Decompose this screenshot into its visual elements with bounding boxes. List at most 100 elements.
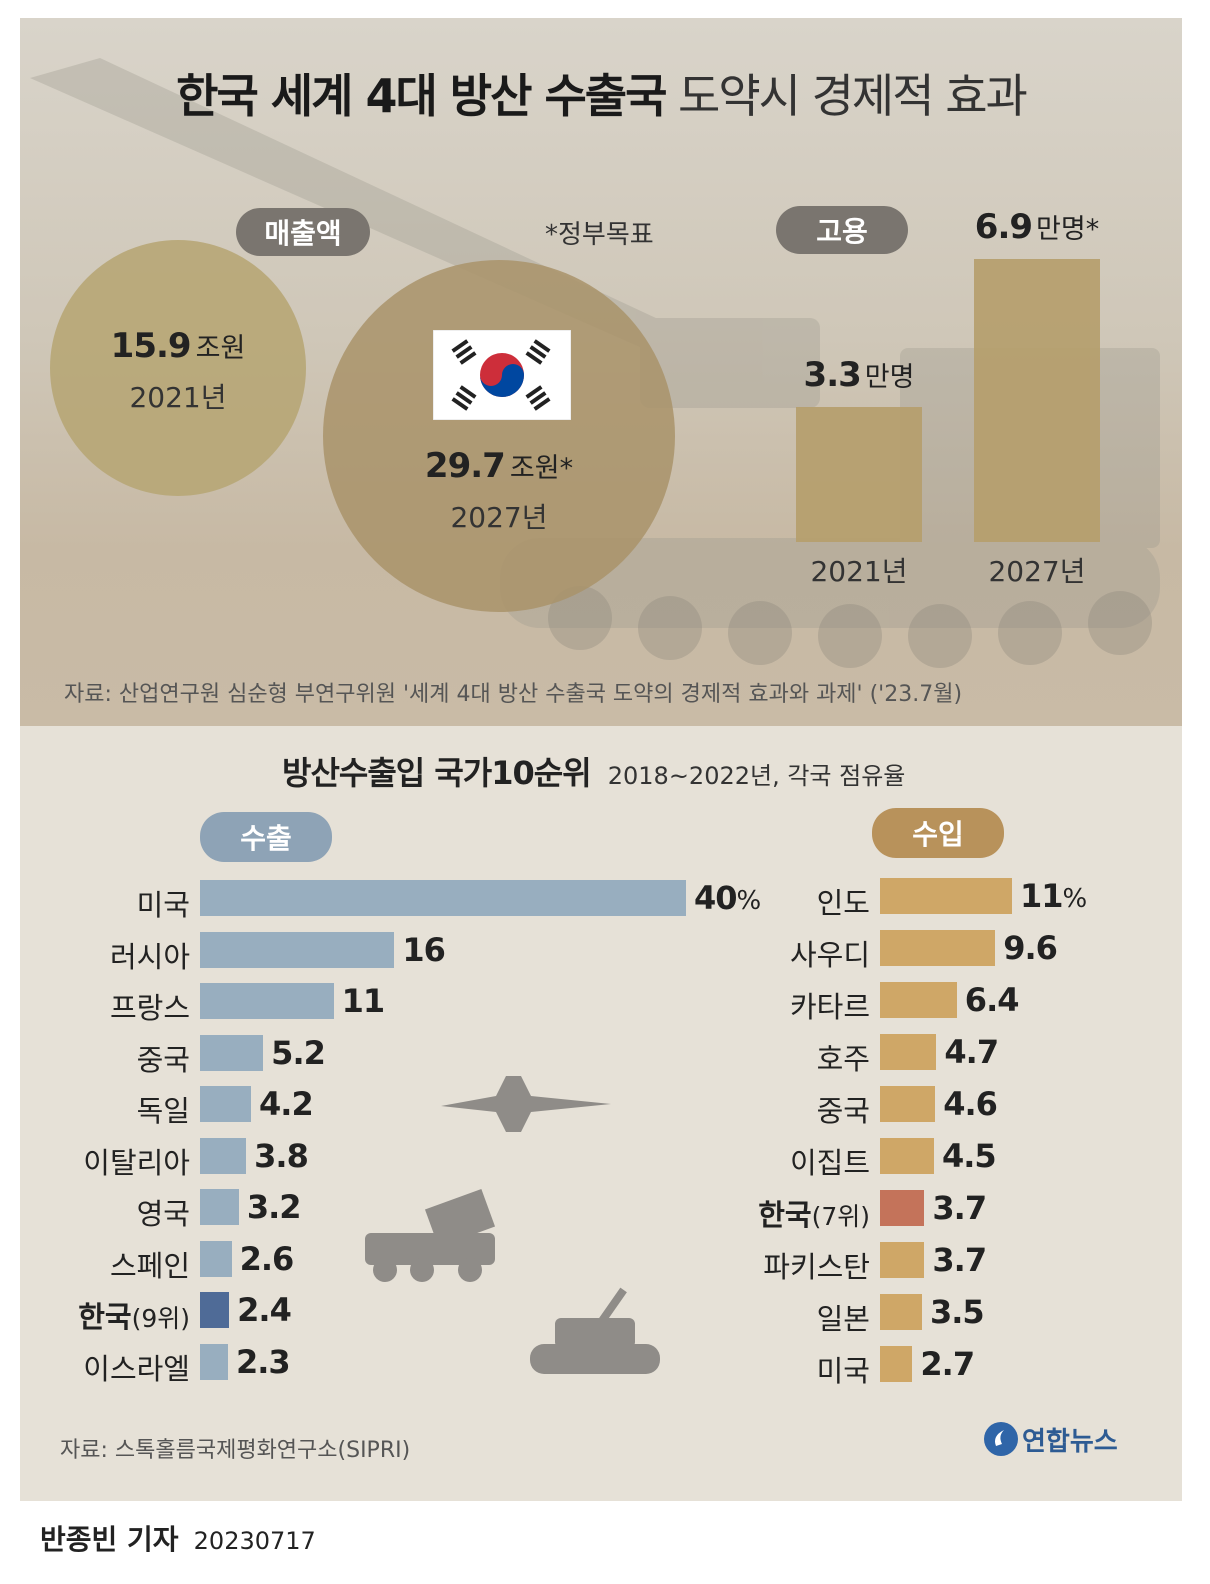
export-label: 스페인 xyxy=(10,1243,190,1285)
import-bar xyxy=(880,930,996,966)
import-bar xyxy=(880,982,957,1018)
sales-circle-2027-fill xyxy=(323,260,675,612)
import-bar xyxy=(880,1138,934,1174)
employment-year-label: 2021년 xyxy=(810,555,908,588)
export-value-label: 16 xyxy=(402,930,446,969)
import-country-name: 인도 xyxy=(816,886,870,920)
employment-amount: 3.3 xyxy=(803,354,862,395)
import-bar xyxy=(880,1294,922,1330)
import-value-label: 3.5 xyxy=(930,1293,985,1331)
export-label: 프랑스 xyxy=(10,985,190,1027)
import-label: 일본 xyxy=(690,1296,870,1338)
import-country-name: 이집트 xyxy=(789,1146,870,1180)
employment-value-label: 3.3 만명 xyxy=(766,355,952,395)
export-country-name: 스페인 xyxy=(109,1248,190,1283)
import-bar xyxy=(880,878,1012,914)
export-label: 이스라엘 xyxy=(10,1346,190,1388)
title-light: 도약시 경제적 효과 xyxy=(678,69,1028,123)
export-value-label: 4.2 xyxy=(259,1085,314,1123)
top-panel: 한국 세계 4대 방산 수출국 도약시 경제적 효과 매출액 *정부목표 15.… xyxy=(20,18,1182,726)
sales-2021-value: 15.9 조원 xyxy=(50,326,306,366)
tank-icon xyxy=(530,1287,660,1374)
export-country-name: 프랑스 xyxy=(109,991,190,1025)
export-country-name: 중국 xyxy=(136,1042,190,1077)
sales-circle-2021: 15.9 조원 2021년 xyxy=(50,240,306,496)
export-pill: 수출 xyxy=(200,812,332,862)
ranking-title: 방산수출입 국가10순위 xyxy=(282,754,592,792)
rocket-launcher-icon xyxy=(365,1188,496,1282)
sales-2021-amount: 15.9 xyxy=(110,326,192,366)
export-country-name: 이탈리아 xyxy=(83,1145,190,1180)
import-country-name: 일본 xyxy=(816,1302,870,1336)
export-value-number: 40 xyxy=(694,879,738,917)
import-country-name: 사우디 xyxy=(789,938,870,972)
export-bar xyxy=(200,931,395,968)
import-value-label: 9.6 xyxy=(1003,929,1058,967)
export-rank-suffix: (9위) xyxy=(131,1304,190,1333)
export-value-label: 2.4 xyxy=(237,1291,292,1329)
import-value-label: 3.7 xyxy=(932,1241,987,1279)
import-value-label: 2.7 xyxy=(920,1345,975,1383)
employment-bar-2021년 xyxy=(796,406,922,542)
export-bar xyxy=(200,1343,228,1380)
import-country-name: 한국 xyxy=(758,1198,812,1232)
import-value-label: 4.6 xyxy=(943,1085,998,1123)
import-bar xyxy=(880,1346,913,1382)
top-source-note: 자료: 산업연구원 심순형 부연구위원 '세계 4대 방산 수출국 도약의 경제… xyxy=(64,682,963,707)
sales-2027-unit: 조원* xyxy=(509,453,574,484)
government-target-note: *정부목표 xyxy=(545,220,654,250)
export-bar xyxy=(200,983,334,1019)
export-country-name: 이스라엘 xyxy=(83,1351,190,1386)
employment-value-label: 6.9 만명* xyxy=(944,207,1130,247)
import-rank-suffix: (7위) xyxy=(811,1202,870,1231)
yonhap-logo-icon xyxy=(984,1422,1018,1456)
export-value-percent: % xyxy=(736,886,762,916)
yonhap-logo: 연합뉴스 xyxy=(982,1420,1118,1458)
export-value-label: 3.2 xyxy=(246,1188,302,1226)
bottom-panel: 방산수출입 국가10순위 2018~2022년, 각국 점유율 수출 수입 미국… xyxy=(20,726,1182,1501)
yonhap-logo-text: 연합뉴스 xyxy=(1022,1426,1118,1457)
employment-pill: 고용 xyxy=(776,206,908,254)
import-label: 파키스탄 xyxy=(690,1244,870,1286)
sales-circle-2027: 29.7 조원* 2027년 xyxy=(323,260,675,612)
import-bar xyxy=(880,1086,936,1122)
import-country-name: 호주 xyxy=(816,1042,870,1076)
export-bar xyxy=(200,1034,264,1071)
import-label: 인도 xyxy=(690,880,870,922)
employment-bar-2027년 xyxy=(974,259,1100,542)
export-value-label: 3.8 xyxy=(254,1136,309,1175)
import-value-label: 4.7 xyxy=(944,1033,999,1071)
export-label: 한국(9위) xyxy=(10,1294,190,1336)
export-label: 영국 xyxy=(10,1191,190,1233)
sales-2027-amount: 29.7 xyxy=(424,446,506,486)
export-bar xyxy=(200,1137,247,1174)
import-label: 미국 xyxy=(690,1348,870,1390)
export-label: 미국 xyxy=(10,882,190,924)
employment-amount: 6.9 xyxy=(974,207,1033,248)
export-bar xyxy=(200,880,686,916)
import-value-label: 4.5 xyxy=(942,1137,997,1175)
export-value-label: 2.6 xyxy=(239,1239,295,1278)
bottom-source-note: 자료: 스톡홀름국제평화연구소(SIPRI) xyxy=(60,1438,411,1463)
import-country-name: 미국 xyxy=(816,1354,870,1388)
sales-2021-year: 2021년 xyxy=(129,381,227,414)
export-country-name: 미국 xyxy=(136,888,190,922)
page-title: 한국 세계 4대 방산 수출국 도약시 경제적 효과 xyxy=(20,60,1182,126)
export-label: 이탈리아 xyxy=(10,1140,190,1182)
sales-pill: 매출액 xyxy=(236,208,370,256)
import-value-percent: % xyxy=(1062,884,1088,914)
import-country-name: 카타르 xyxy=(789,990,870,1024)
ranking-subtitle: 2018~2022년, 각국 점유율 xyxy=(607,762,906,790)
export-bar xyxy=(200,1292,230,1328)
import-value-number: 11 xyxy=(1020,877,1064,915)
export-bar xyxy=(200,1240,232,1277)
reporter-name: 반종빈 기자 xyxy=(40,1523,179,1556)
import-label: 사우디 xyxy=(690,932,870,974)
title-bold: 한국 세계 4대 방산 수출국 xyxy=(176,69,667,123)
import-country-name: 파키스탄 xyxy=(763,1250,870,1284)
employment-year-label: 2027년 xyxy=(988,555,1086,588)
export-label: 독일 xyxy=(10,1088,190,1130)
export-label: 중국 xyxy=(10,1037,190,1079)
import-bar xyxy=(880,1190,925,1226)
credit-date: 20230717 xyxy=(193,1527,316,1555)
